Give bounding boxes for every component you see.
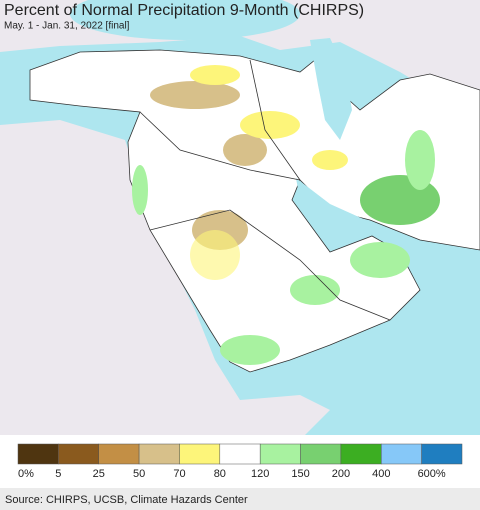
persian-gulf	[296, 178, 370, 242]
subtitle: May. 1 - Jan. 31, 2022 [final]	[4, 21, 130, 32]
legend-swatch	[179, 443, 221, 465]
legend: 0% 5 25 50 70 80 120 150 200 400 600%	[17, 443, 463, 480]
legend-swatch	[17, 443, 59, 465]
africa-land	[0, 120, 330, 488]
legend-label: 50	[133, 468, 145, 480]
legend-swatch	[300, 443, 342, 465]
legend-swatch	[381, 443, 422, 465]
patch	[220, 335, 280, 365]
legend-swatch	[219, 443, 261, 465]
source: Source: CHIRPS, UCSB, Climate Hazards Ce…	[5, 494, 248, 506]
legend-label: 25	[93, 468, 105, 480]
legend-label: 600%	[418, 468, 446, 480]
legend-label: 70	[173, 468, 185, 480]
legend-swatch	[259, 443, 301, 465]
border	[139, 111, 301, 181]
source-bar	[0, 488, 480, 510]
legend-label: 150	[291, 468, 309, 480]
legend-label: 200	[332, 468, 350, 480]
legend-label: 5	[55, 468, 61, 480]
legend-swatch	[138, 443, 180, 465]
legend-label: 0%	[18, 468, 34, 480]
legend-swatch	[98, 443, 140, 465]
patch	[405, 130, 435, 190]
patch	[150, 81, 240, 109]
legend-swatch	[58, 443, 99, 465]
patch	[290, 275, 340, 305]
patch	[190, 230, 240, 280]
caspian-sea	[310, 38, 352, 140]
patch	[190, 65, 240, 85]
precipitation-patches	[132, 65, 440, 365]
black-sea	[70, 0, 300, 40]
border	[249, 59, 301, 181]
patch	[132, 165, 148, 215]
legend-label: 80	[214, 468, 226, 480]
legend-swatch	[340, 443, 382, 465]
patch	[312, 150, 348, 170]
patch	[223, 134, 267, 166]
legend-label: 400	[372, 468, 390, 480]
patch	[350, 242, 410, 278]
title: Percent of Normal Precipitation 9-Month …	[4, 2, 364, 19]
patch	[240, 111, 300, 139]
legend-swatch	[421, 443, 463, 465]
border	[149, 209, 391, 321]
legend-label: 120	[251, 468, 269, 480]
